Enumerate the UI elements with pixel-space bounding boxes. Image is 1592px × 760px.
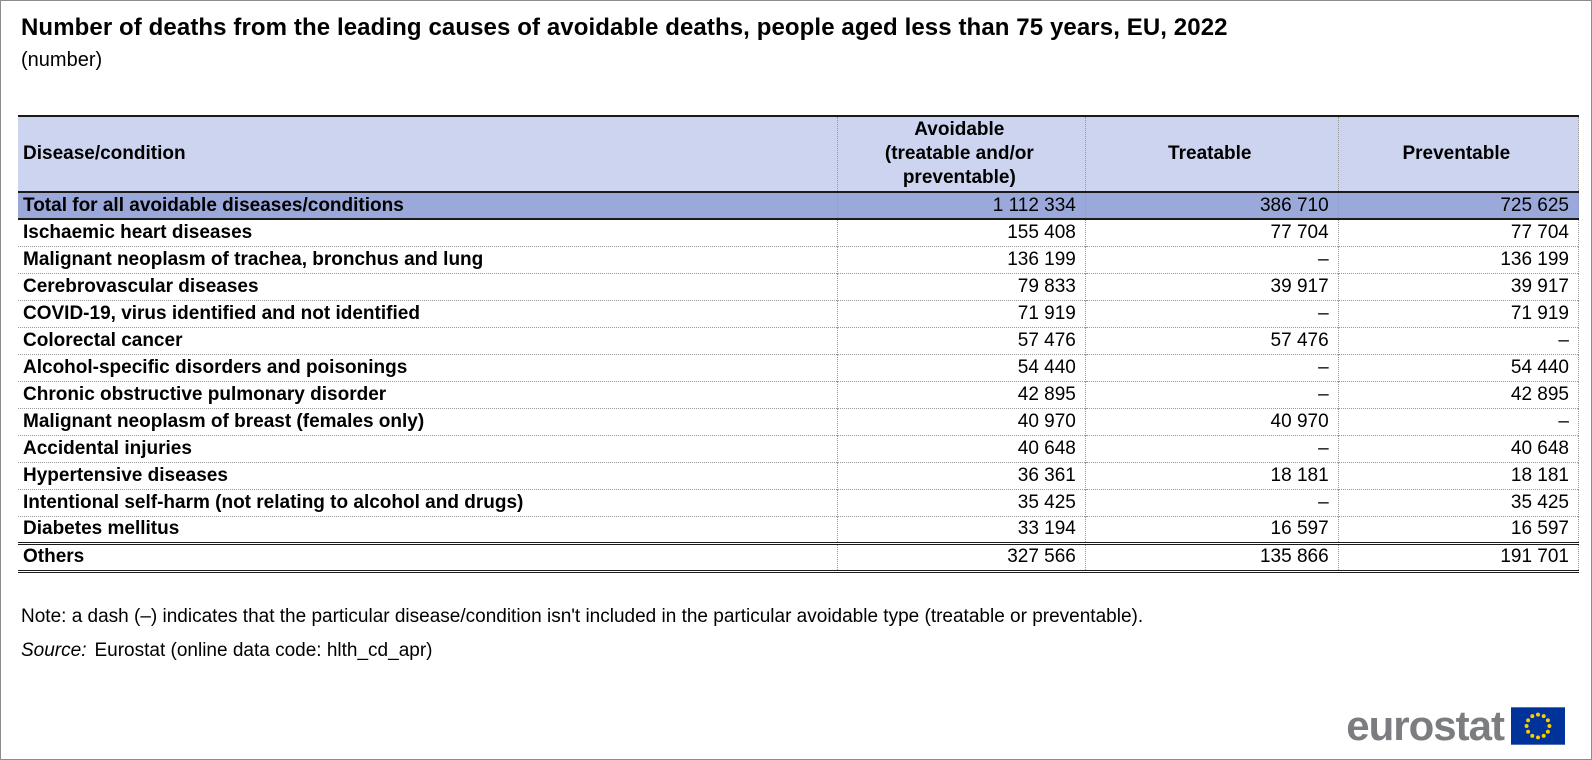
- table-row: Ischaemic heart diseases 155 408 77 704 …: [18, 219, 1580, 246]
- source-text: Eurostat (online data code: hlth_cd_apr): [94, 639, 433, 661]
- eurostat-logo-text: eurostat: [1346, 702, 1505, 749]
- value-avoidable: 57 476: [836, 327, 1086, 354]
- value-treatable: 16 597: [1084, 516, 1339, 543]
- table-row: COVID-19, virus identified and not ident…: [18, 300, 1580, 327]
- value-preventable: 40 648: [1337, 435, 1580, 462]
- value-preventable: 725 625: [1337, 192, 1580, 219]
- value-avoidable: 35 425: [836, 489, 1086, 516]
- value-preventable: 42 895: [1337, 381, 1580, 408]
- table-row-total: Total for all avoidable diseases/conditi…: [18, 192, 1580, 219]
- row-label: Colorectal cancer: [23, 329, 183, 351]
- value-treatable: 40 970: [1084, 408, 1339, 435]
- eurostat-logo: eurostat: [1346, 705, 1565, 747]
- col-header-disease: Disease/condition: [18, 115, 838, 192]
- value-avoidable: 136 199: [836, 246, 1086, 273]
- table-row: Hypertensive diseases 36 361 18 181 18 1…: [18, 462, 1580, 489]
- table-row: Cerebrovascular diseases 79 833 39 917 3…: [18, 273, 1580, 300]
- table-header-row: Disease/condition Avoidable (treatable a…: [18, 115, 1580, 192]
- col-header-treatable: Treatable: [1084, 115, 1339, 192]
- table-row: Malignant neoplasm of trachea, bronchus …: [18, 246, 1580, 273]
- value-treatable: 39 917: [1084, 273, 1339, 300]
- eu-flag-icon: [1511, 707, 1565, 745]
- row-label: Alcohol-specific disorders and poisoning…: [23, 356, 408, 378]
- row-label: Hypertensive diseases: [23, 464, 228, 486]
- table-row: Accidental injuries 40 648 – 40 648: [18, 435, 1580, 462]
- row-label: Others: [23, 546, 85, 567]
- row-label: Malignant neoplasm of breast (females on…: [23, 410, 425, 432]
- value-treatable: –: [1084, 435, 1339, 462]
- value-preventable: 35 425: [1337, 489, 1580, 516]
- table-row-others: Others 327 566 135 866 191 701: [18, 543, 1580, 571]
- value-preventable: –: [1337, 327, 1580, 354]
- value-preventable: 18 181: [1337, 462, 1580, 489]
- row-label: Diabetes mellitus: [23, 518, 180, 539]
- value-preventable: –: [1337, 408, 1580, 435]
- value-treatable: –: [1084, 381, 1339, 408]
- value-treatable: –: [1084, 354, 1339, 381]
- value-avoidable: 1 112 334: [836, 192, 1086, 219]
- value-preventable: 39 917: [1337, 273, 1580, 300]
- table-row: Colorectal cancer 57 476 57 476 –: [18, 327, 1580, 354]
- table-row: Malignant neoplasm of breast (females on…: [18, 408, 1580, 435]
- value-preventable: 191 701: [1337, 543, 1580, 571]
- value-avoidable: 79 833: [836, 273, 1086, 300]
- value-treatable: –: [1084, 246, 1339, 273]
- row-label: Accidental injuries: [23, 437, 192, 459]
- value-avoidable: 71 919: [836, 300, 1086, 327]
- row-label: Chronic obstructive pulmonary disorder: [23, 383, 387, 405]
- value-treatable: 135 866: [1084, 543, 1339, 571]
- value-preventable: 136 199: [1337, 246, 1580, 273]
- figure-content: Number of deaths from the leading causes…: [1, 1, 1591, 663]
- value-avoidable: 54 440: [836, 354, 1086, 381]
- col-header-preventable: Preventable: [1337, 115, 1580, 192]
- row-label: COVID-19, virus identified and not ident…: [23, 302, 420, 324]
- value-avoidable: 40 648: [836, 435, 1086, 462]
- value-avoidable: 33 194: [836, 516, 1086, 543]
- value-avoidable: 36 361: [836, 462, 1086, 489]
- table-row: Intentional self-harm (not relating to a…: [18, 489, 1580, 516]
- value-treatable: 386 710: [1084, 192, 1339, 219]
- value-preventable: 54 440: [1337, 354, 1580, 381]
- page-subtitle: (number): [21, 49, 103, 71]
- row-label: Total for all avoidable diseases/conditi…: [23, 194, 404, 216]
- row-label: Ischaemic heart diseases: [23, 221, 253, 243]
- table-row: Chronic obstructive pulmonary disorder 4…: [18, 381, 1580, 408]
- value-preventable: 71 919: [1337, 300, 1580, 327]
- value-treatable: 18 181: [1084, 462, 1339, 489]
- row-label: Intentional self-harm (not relating to a…: [23, 491, 524, 513]
- row-label: Malignant neoplasm of trachea, bronchus …: [23, 248, 484, 270]
- page-title: Number of deaths from the leading causes…: [21, 14, 1228, 41]
- source-label: Source:: [21, 639, 87, 661]
- table-row: Diabetes mellitus 33 194 16 597 16 597: [18, 516, 1580, 543]
- value-preventable: 16 597: [1337, 516, 1580, 543]
- value-treatable: 57 476: [1084, 327, 1339, 354]
- footnote: Note: a dash (–) indicates that the part…: [21, 605, 1144, 627]
- value-avoidable: 40 970: [836, 408, 1086, 435]
- value-treatable: –: [1084, 489, 1339, 516]
- value-avoidable: 327 566: [836, 543, 1086, 571]
- table-row: Alcohol-specific disorders and poisoning…: [18, 354, 1580, 381]
- col-header-avoidable: Avoidable (treatable and/or preventable): [836, 115, 1086, 192]
- value-avoidable: 42 895: [836, 381, 1086, 408]
- avoidable-deaths-table: Disease/condition Avoidable (treatable a…: [18, 115, 1580, 573]
- value-avoidable: 155 408: [836, 219, 1086, 246]
- value-treatable: –: [1084, 300, 1339, 327]
- row-label: Cerebrovascular diseases: [23, 275, 259, 297]
- value-preventable: 77 704: [1337, 219, 1580, 246]
- source-line: Source: Eurostat (online data code: hlth_…: [21, 639, 1576, 663]
- value-treatable: 77 704: [1084, 219, 1339, 246]
